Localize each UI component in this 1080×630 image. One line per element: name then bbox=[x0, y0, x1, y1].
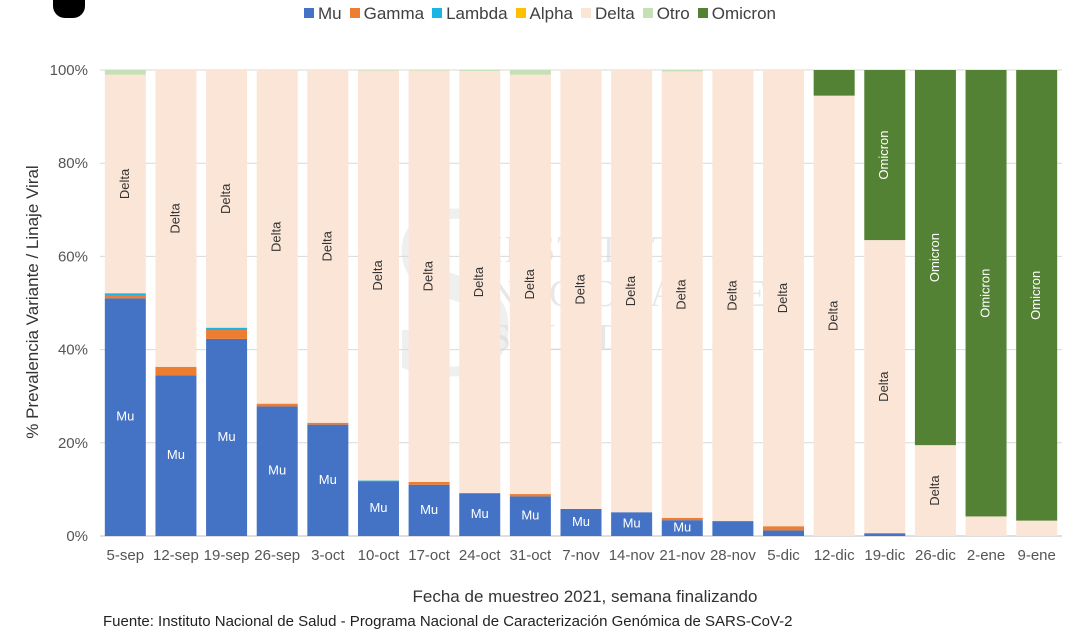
data-label-delta: Delta bbox=[724, 280, 739, 311]
bar-segment-omicron bbox=[814, 70, 855, 96]
x-tick-label: 3-oct bbox=[311, 547, 345, 564]
bar-segment-otro bbox=[510, 70, 551, 75]
data-label-delta: Delta bbox=[572, 274, 587, 305]
x-tick-label: 14-nov bbox=[609, 547, 655, 564]
y-tick-label: 60% bbox=[58, 248, 88, 265]
data-label-delta: Delta bbox=[421, 260, 436, 291]
bar-segment-mu bbox=[763, 530, 804, 536]
data-label-delta: Delta bbox=[370, 260, 385, 291]
x-tick-label: 5-dic bbox=[767, 547, 800, 564]
x-tick-label: 2-ene bbox=[967, 547, 1005, 564]
data-label-delta: Delta bbox=[623, 275, 638, 306]
x-tick-label: 26-dic bbox=[915, 547, 956, 564]
x-tick-label: 19-sep bbox=[204, 547, 250, 564]
x-tick-label: 12-dic bbox=[814, 547, 855, 564]
bar-segment-gamma bbox=[155, 367, 196, 375]
data-label-omicron: Omicron bbox=[927, 233, 942, 282]
bar-segment-lambda bbox=[358, 481, 399, 482]
bar-segment-gamma bbox=[307, 423, 348, 425]
data-label-delta: Delta bbox=[117, 168, 132, 199]
data-label-mu: Mu bbox=[369, 500, 387, 515]
y-tick-label: 20% bbox=[58, 435, 88, 452]
bar-segment-gamma bbox=[763, 526, 804, 530]
data-label-mu: Mu bbox=[116, 409, 134, 424]
x-tick-label: 19-dic bbox=[864, 547, 905, 564]
x-tick-label: 10-oct bbox=[358, 547, 401, 564]
data-label-mu: Mu bbox=[319, 472, 337, 487]
data-label-delta: Delta bbox=[218, 183, 233, 214]
data-label-mu: Mu bbox=[471, 506, 489, 521]
bar-segment-otro bbox=[662, 70, 703, 71]
data-label-delta: Delta bbox=[471, 266, 486, 297]
data-label-delta: Delta bbox=[269, 221, 284, 252]
bar-segment-gamma bbox=[510, 494, 551, 496]
data-label-omicron: Omicron bbox=[1028, 271, 1043, 320]
x-tick-label: 12-sep bbox=[153, 547, 199, 564]
x-tick-label: 24-oct bbox=[459, 547, 502, 564]
data-label-delta: Delta bbox=[674, 279, 689, 310]
x-tick-label: 7-nov bbox=[562, 547, 600, 564]
data-label-mu: Mu bbox=[623, 516, 641, 531]
x-tick-label: 26-sep bbox=[254, 547, 300, 564]
bar-segment-delta bbox=[966, 516, 1007, 536]
bar-segment-otro bbox=[105, 70, 146, 75]
y-tick-label: 80% bbox=[58, 155, 88, 172]
bar-segment-delta bbox=[1016, 521, 1057, 536]
x-tick-label: 5-sep bbox=[107, 547, 145, 564]
data-label-delta: Delta bbox=[319, 230, 334, 261]
data-label-mu: Mu bbox=[167, 447, 185, 462]
y-tick-label: 100% bbox=[50, 62, 88, 79]
x-tick-label: 21-nov bbox=[659, 547, 705, 564]
data-label-delta: Delta bbox=[876, 371, 891, 402]
x-tick-label: 31-oct bbox=[510, 547, 553, 564]
y-tick-label: 40% bbox=[58, 342, 88, 359]
data-label-mu: Mu bbox=[572, 514, 590, 529]
data-label-omicron: Omicron bbox=[876, 130, 891, 179]
data-label-mu: Mu bbox=[521, 508, 539, 523]
y-tick-label: 0% bbox=[66, 528, 88, 545]
x-axis-label: Fecha de muestreo 2021, semana finalizan… bbox=[413, 587, 758, 606]
data-label-mu: Mu bbox=[420, 502, 438, 517]
data-label-mu: Mu bbox=[218, 429, 236, 444]
bar-segment-gamma bbox=[105, 296, 146, 299]
bar-segment-mu bbox=[864, 533, 905, 536]
source-note: Fuente: Instituto Nacional de Salud - Pr… bbox=[103, 613, 793, 630]
data-label-delta: Delta bbox=[167, 202, 182, 233]
data-label-delta: Delta bbox=[927, 475, 942, 506]
bar-segment-lambda bbox=[206, 328, 247, 330]
bar-segment-otro bbox=[459, 70, 500, 71]
data-label-delta: Delta bbox=[522, 268, 537, 299]
bar-segment-lambda bbox=[105, 293, 146, 295]
data-label-delta: Delta bbox=[775, 282, 790, 313]
bar-segment-gamma bbox=[257, 404, 298, 407]
x-tick-label: 17-oct bbox=[408, 547, 451, 564]
y-axis-label: % Prevalencia Variante / Linaje Viral bbox=[23, 165, 42, 438]
bar-segment-gamma bbox=[206, 330, 247, 339]
data-label-delta: Delta bbox=[826, 300, 841, 331]
bar-segment-gamma bbox=[409, 482, 450, 485]
x-tick-label: 9-ene bbox=[1017, 547, 1055, 564]
x-tick-label: 28-nov bbox=[710, 547, 756, 564]
data-label-mu: Mu bbox=[268, 463, 286, 478]
data-label-mu: Mu bbox=[673, 520, 691, 535]
bar-segment-mu bbox=[712, 521, 753, 536]
data-label-omicron: Omicron bbox=[977, 269, 992, 318]
